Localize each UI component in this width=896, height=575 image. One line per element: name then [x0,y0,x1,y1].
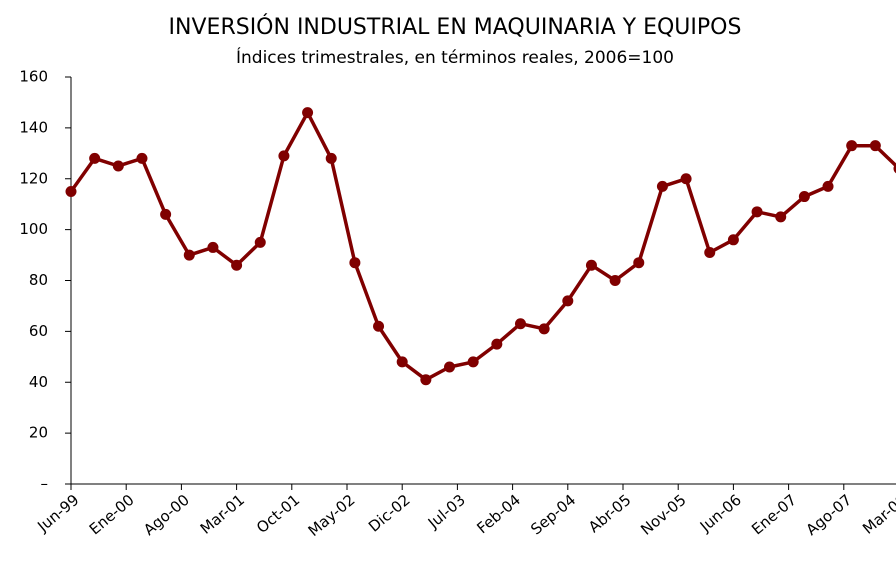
chart-title: INVERSIÓN INDUSTRIAL EN MAQUINARIA Y EQU… [169,14,742,40]
data-point [207,241,219,253]
x-tick-label: Ago-07 [803,491,856,539]
x-tick-label: Ene-00 [86,491,138,539]
data-point [325,152,337,164]
data-point [798,191,810,203]
x-tick-label: Nov-05 [637,491,689,539]
data-point [822,180,834,192]
data-point [491,338,503,350]
data-point [89,152,101,164]
x-tick-label: Ago-00 [140,491,193,539]
x-tick-label: Jul-03 [424,491,469,533]
y-tick-label: 160 [19,68,48,86]
data-point [585,259,597,271]
x-tick-label: Sep-04 [527,491,579,539]
data-point [396,356,408,368]
data-point [751,206,763,218]
x-tick-label: Ene-07 [748,491,800,539]
data-point [893,163,896,174]
data-point [112,160,124,172]
data-point [562,295,574,307]
x-tick-label: Feb-04 [473,491,524,538]
data-point [373,320,385,332]
data-point [775,211,787,223]
data-point [467,356,479,368]
x-tick-label: Mar-01 [197,491,248,538]
data-point [420,374,432,386]
y-tick-label: 100 [19,220,48,238]
data-point [278,150,290,162]
data-point [136,152,148,164]
plot-area [65,107,896,386]
data-point [349,257,361,269]
chart-subtitle: Índices trimestrales, en términos reales… [236,46,674,68]
data-point [160,208,172,220]
x-tick-label: Abr-05 [585,491,634,537]
y-tick-label: 40 [29,373,48,391]
x-tick-label: May-02 [305,491,359,540]
data-point [846,140,858,152]
data-point [609,275,621,286]
x-tick-label: Dic-02 [365,491,414,536]
x-tick-label: Jun-99 [33,491,82,536]
x-tick-label: Jun-06 [696,491,745,536]
y-tick-label: 140 [19,118,48,136]
data-point [727,234,739,246]
y-tick-label: 60 [29,322,48,340]
data-point [444,361,456,373]
y-tick-label: – [41,475,49,493]
data-line [69,110,896,382]
x-tick-label: Mar-08 [859,491,896,538]
data-point [302,107,314,119]
data-point [65,185,77,197]
data-point [231,259,243,271]
data-point [869,140,881,152]
y-tick-label: 80 [29,271,48,289]
x-tick-label: Oct-01 [253,491,303,537]
data-point [183,249,195,261]
data-point [254,236,266,248]
data-point [514,318,526,330]
data-point [633,257,645,269]
data-point [680,173,692,185]
data-point [656,180,668,192]
y-tick-label: 20 [29,424,48,442]
data-point [538,323,550,335]
data-point [704,247,716,259]
y-tick-label: 120 [19,169,48,187]
